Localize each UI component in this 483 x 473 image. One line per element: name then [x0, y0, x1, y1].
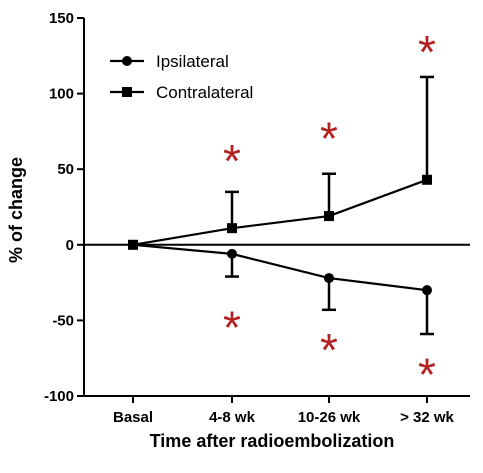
significance-star: * [320, 112, 338, 164]
x-tick-label: Basal [113, 409, 153, 426]
data-point-square [324, 211, 334, 222]
series-line-ipsilateral [132, 243, 428, 292]
y-tick-label: 0 [66, 237, 74, 254]
legend: Ipsilateral Contralateral [110, 52, 253, 102]
y-tick-label: 150 [49, 10, 74, 27]
axes: -100 -50 0 50 100 150 Basal 4-8 wk 10-26 wk > 32 … [44, 10, 470, 426]
series-line-contralateral [132, 178, 428, 246]
x-tick-label: > 32 wk [400, 409, 454, 426]
y-axis-title: % of change [6, 157, 26, 263]
legend-label: Contralateral [156, 83, 253, 102]
significance-star: * [223, 135, 241, 187]
y-tick-label: -100 [44, 388, 74, 405]
legend-marker-circle [122, 56, 132, 66]
significance-star: * [418, 348, 436, 400]
legend-label: Ipsilateral [156, 52, 229, 71]
x-tick-label: 10-26 wk [298, 409, 361, 426]
y-tick-label: -50 [52, 312, 74, 329]
significance-star: * [418, 26, 436, 78]
y-tick-label: 50 [57, 161, 74, 178]
data-point-circle [324, 273, 334, 284]
data-point-square [128, 239, 138, 250]
y-tick-label: 100 [49, 86, 74, 103]
x-tick-label: 4-8 wk [209, 409, 256, 426]
significance-star: * [223, 301, 241, 353]
significance-star: * [320, 324, 338, 376]
x-axis-title: Time after radioembolization [150, 431, 395, 451]
data-point-square [227, 223, 237, 234]
data-point-circle [422, 285, 432, 296]
legend-marker-square [122, 87, 132, 97]
data-point-square [422, 174, 432, 185]
data-point-circle [227, 248, 237, 259]
chart-marks: * * * * * * [128, 26, 436, 400]
